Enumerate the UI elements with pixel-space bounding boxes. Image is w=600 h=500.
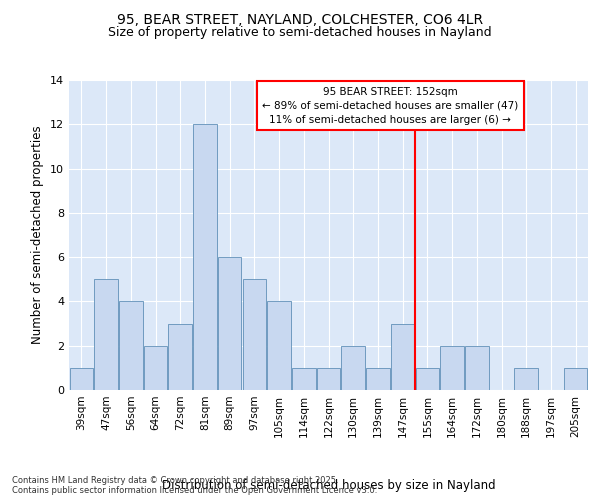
Bar bbox=[440, 346, 464, 390]
Bar bbox=[391, 324, 415, 390]
Bar bbox=[70, 368, 93, 390]
Bar bbox=[292, 368, 316, 390]
Text: Size of property relative to semi-detached houses in Nayland: Size of property relative to semi-detach… bbox=[108, 26, 492, 39]
Text: 95, BEAR STREET, NAYLAND, COLCHESTER, CO6 4LR: 95, BEAR STREET, NAYLAND, COLCHESTER, CO… bbox=[117, 12, 483, 26]
Bar bbox=[317, 368, 340, 390]
Y-axis label: Number of semi-detached properties: Number of semi-detached properties bbox=[31, 126, 44, 344]
Bar bbox=[341, 346, 365, 390]
Bar bbox=[416, 368, 439, 390]
Bar bbox=[144, 346, 167, 390]
Bar bbox=[242, 280, 266, 390]
Bar bbox=[268, 302, 291, 390]
Bar bbox=[94, 280, 118, 390]
X-axis label: Distribution of semi-detached houses by size in Nayland: Distribution of semi-detached houses by … bbox=[161, 478, 496, 492]
Bar bbox=[119, 302, 143, 390]
Bar bbox=[514, 368, 538, 390]
Text: Contains HM Land Registry data © Crown copyright and database right 2025.
Contai: Contains HM Land Registry data © Crown c… bbox=[12, 476, 377, 495]
Bar bbox=[465, 346, 488, 390]
Bar bbox=[366, 368, 389, 390]
Bar bbox=[218, 257, 241, 390]
Text: 95 BEAR STREET: 152sqm
← 89% of semi-detached houses are smaller (47)
11% of sem: 95 BEAR STREET: 152sqm ← 89% of semi-det… bbox=[262, 86, 518, 124]
Bar bbox=[564, 368, 587, 390]
Bar bbox=[193, 124, 217, 390]
Bar bbox=[169, 324, 192, 390]
